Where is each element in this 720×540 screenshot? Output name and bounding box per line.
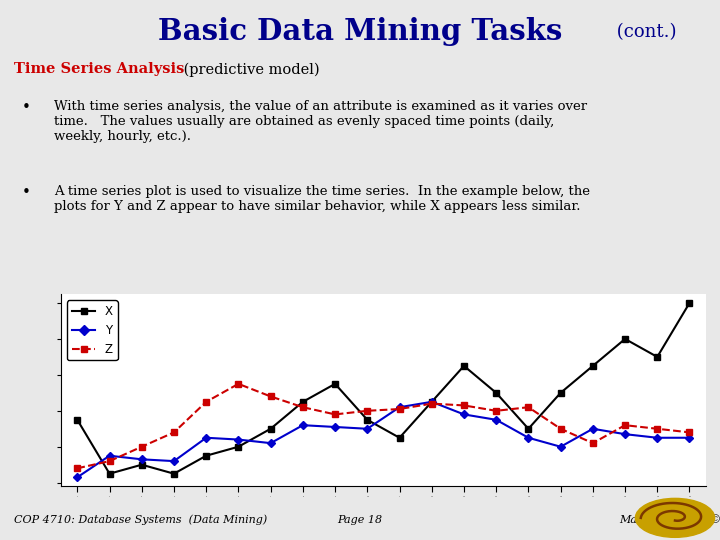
Text: (predictive model): (predictive model)	[179, 63, 319, 77]
Text: Page 18: Page 18	[338, 515, 382, 525]
Text: •: •	[22, 185, 30, 200]
Text: A time series plot is used to visualize the time series.  In the example below, : A time series plot is used to visualize …	[54, 185, 590, 213]
Legend: X, Y, Z: X, Y, Z	[67, 300, 117, 361]
Text: Basic Data Mining Tasks: Basic Data Mining Tasks	[158, 17, 562, 46]
Text: Mark Llewellyn ©: Mark Llewellyn ©	[619, 515, 720, 525]
Text: (cont.): (cont.)	[611, 23, 676, 42]
Text: •: •	[22, 100, 30, 115]
Text: COP 4710: Database Systems  (Data Mining): COP 4710: Database Systems (Data Mining)	[14, 515, 268, 525]
Circle shape	[635, 498, 714, 537]
Text: With time series analysis, the value of an attribute is examined as it varies ov: With time series analysis, the value of …	[54, 100, 587, 143]
Text: Time Series Analysis: Time Series Analysis	[14, 63, 185, 77]
